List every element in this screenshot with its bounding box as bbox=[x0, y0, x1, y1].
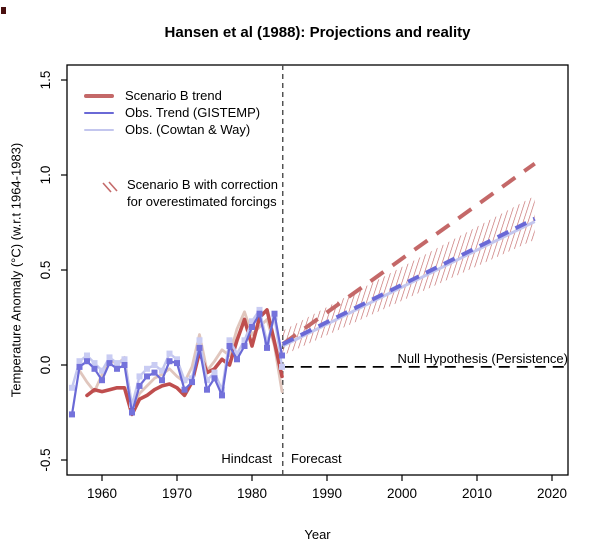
x-tick-label: 1970 bbox=[162, 486, 192, 501]
marker-obs-cowtan-way-annual bbox=[106, 354, 113, 361]
marker-obs-gistemp-annual bbox=[76, 363, 83, 370]
marker-obs-gistemp-annual bbox=[144, 373, 150, 380]
marker-obs-gistemp-annual bbox=[256, 310, 263, 317]
marker-obs-gistemp-annual bbox=[196, 344, 203, 351]
marker-obs-cowtan-way-annual bbox=[234, 350, 240, 357]
marker-obs-cowtan-way-annual bbox=[196, 337, 203, 344]
null-hypothesis-annotation: Null Hypothesis (Persistence) bbox=[397, 351, 568, 366]
marker-obs-cowtan-way-annual bbox=[181, 377, 188, 384]
legend-label: Obs. (Cowtan & Way) bbox=[125, 122, 251, 137]
marker-obs-cowtan-way-annual bbox=[99, 367, 105, 374]
marker-obs-gistemp-annual bbox=[181, 386, 188, 393]
legend-label-line1: Scenario B with correction bbox=[127, 177, 279, 192]
x-tick-label: 2010 bbox=[462, 486, 492, 501]
marker-obs-gistemp-annual bbox=[211, 375, 218, 382]
y-axis-label: Temperature Anomaly (°C) (w.r.t 1964-198… bbox=[8, 142, 24, 398]
marker-obs-gistemp-annual bbox=[264, 344, 270, 351]
x-tick-label: 1960 bbox=[87, 486, 117, 501]
blue-line-swatch-icon bbox=[84, 111, 114, 114]
y-tick-label: 1.5 bbox=[38, 71, 53, 90]
legend: Scenario B trend Obs. Trend (GISTEMP) Ob… bbox=[84, 87, 260, 138]
marker-obs-gistemp-annual bbox=[166, 358, 173, 365]
marker-obs-cowtan-way-annual bbox=[226, 337, 233, 344]
legend-label: Obs. Trend (GISTEMP) bbox=[125, 105, 261, 120]
legend-label-two-line: Scenario B with correction for overestim… bbox=[127, 176, 278, 210]
marker-obs-cowtan-way-annual bbox=[144, 365, 150, 372]
legend-item-scenario-b-corrected: Scenario B with correction for overestim… bbox=[84, 176, 278, 210]
lavender-line-swatch-icon bbox=[84, 128, 114, 131]
marker-obs-gistemp-annual bbox=[189, 379, 195, 386]
marker-obs-cowtan-way-annual bbox=[241, 337, 248, 344]
marker-obs-gistemp-annual bbox=[159, 377, 165, 384]
marker-obs-gistemp-annual bbox=[279, 352, 285, 359]
trend-obs-trend-gistemp- bbox=[281, 216, 536, 346]
legend-item-scenario-b-trend: Scenario B trend bbox=[84, 87, 260, 104]
marker-obs-cowtan-way-annual bbox=[159, 367, 165, 374]
marker-obs-cowtan-way-annual bbox=[136, 373, 143, 380]
legend-label-line2: for overestimated forcings bbox=[127, 194, 277, 209]
x-tick-label: 2000 bbox=[387, 486, 417, 501]
marker-obs-cowtan-way-annual bbox=[69, 384, 75, 391]
legend-item-obs-cowtan-way: Obs. (Cowtan & Way) bbox=[84, 121, 260, 138]
marker-obs-cowtan-way-annual bbox=[151, 362, 158, 368]
corner-artifact bbox=[1, 7, 6, 14]
hatch-swatch-icon bbox=[102, 181, 118, 193]
x-tick-label: 1980 bbox=[237, 486, 267, 501]
marker-obs-gistemp-annual bbox=[271, 310, 278, 317]
marker-obs-cowtan-way-annual bbox=[76, 358, 83, 365]
x-tick-label: 1990 bbox=[312, 486, 342, 501]
marker-obs-cowtan-way-annual bbox=[121, 356, 128, 363]
y-tick-label: -0.5 bbox=[38, 448, 53, 471]
marker-obs-gistemp-annual bbox=[136, 382, 143, 389]
marker-obs-cowtan-way-annual bbox=[174, 356, 180, 363]
marker-obs-cowtan-way-annual bbox=[129, 401, 135, 408]
marker-obs-cowtan-way-annual bbox=[249, 318, 255, 325]
trend-scenario-b-trend bbox=[281, 161, 536, 346]
marker-obs-gistemp-annual bbox=[241, 343, 248, 349]
marker-obs-cowtan-way-annual bbox=[211, 369, 218, 376]
y-tick-label: 0.0 bbox=[38, 356, 53, 375]
marker-obs-gistemp-annual bbox=[121, 362, 128, 368]
legend-item-obs-trend-gistemp: Obs. Trend (GISTEMP) bbox=[84, 104, 260, 121]
y-tick-label: 0.5 bbox=[38, 261, 53, 280]
marker-obs-cowtan-way-annual bbox=[256, 306, 263, 313]
marker-obs-gistemp-annual bbox=[226, 343, 233, 349]
legend-label: Scenario B trend bbox=[125, 88, 222, 103]
marker-obs-gistemp-annual bbox=[91, 365, 98, 372]
red-line-swatch-icon bbox=[84, 93, 114, 98]
correction-band bbox=[282, 195, 535, 356]
marker-obs-gistemp-annual bbox=[106, 360, 113, 367]
marker-obs-cowtan-way-annual bbox=[166, 350, 173, 357]
marker-obs-gistemp-annual bbox=[129, 409, 135, 416]
marker-obs-gistemp-annual bbox=[84, 358, 90, 365]
hindcast-annotation: Hindcast bbox=[221, 451, 272, 466]
x-tick-label: 2020 bbox=[537, 486, 567, 501]
marker-obs-gistemp-annual bbox=[204, 386, 210, 393]
series-line-scenario-b-annual-hansen-1988- bbox=[85, 308, 284, 417]
marker-obs-gistemp-annual bbox=[99, 377, 105, 384]
marker-obs-gistemp-annual bbox=[174, 360, 180, 367]
marker-obs-gistemp-annual bbox=[114, 365, 120, 372]
marker-obs-cowtan-way-annual bbox=[114, 360, 120, 367]
marker-obs-cowtan-way-annual bbox=[84, 352, 90, 359]
marker-obs-gistemp-annual bbox=[69, 411, 75, 418]
marker-obs-gistemp-annual bbox=[249, 324, 255, 330]
y-tick-label: 1.0 bbox=[38, 166, 53, 185]
marker-obs-cowtan-way-annual bbox=[279, 363, 285, 370]
marker-obs-gistemp-annual bbox=[219, 392, 225, 399]
marker-obs-gistemp-annual bbox=[151, 369, 158, 376]
chart-title: Hansen et al (1988): Projections and rea… bbox=[164, 24, 471, 41]
marker-obs-cowtan-way-annual bbox=[91, 360, 98, 367]
forecast-annotation: Forecast bbox=[291, 451, 342, 466]
marker-obs-gistemp-annual bbox=[234, 356, 240, 363]
marker-obs-cowtan-way-annual bbox=[264, 339, 270, 346]
x-axis-label: Year bbox=[304, 527, 331, 542]
marker-obs-cowtan-way-annual bbox=[204, 377, 210, 384]
